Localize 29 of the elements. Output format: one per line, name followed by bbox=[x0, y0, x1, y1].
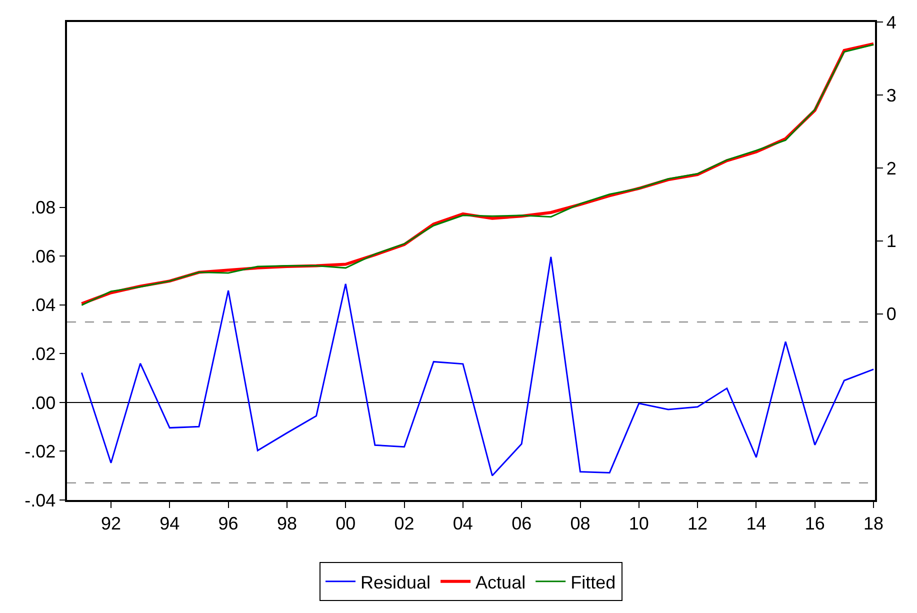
y-tick-label: .02 bbox=[30, 344, 56, 364]
x-tick-label: 18 bbox=[864, 513, 884, 534]
x-tick-label: 96 bbox=[218, 513, 238, 534]
y-tick-label: .00 bbox=[30, 392, 56, 413]
y-tick-label: .08 bbox=[30, 198, 56, 218]
y-tick-label: -.04 bbox=[24, 490, 56, 510]
x-tick-label: 00 bbox=[336, 513, 356, 534]
x-tick-label: 98 bbox=[276, 513, 297, 534]
x-tick-label: 92 bbox=[100, 513, 122, 534]
y2-tick-label: 0 bbox=[886, 304, 896, 324]
y2-tick-label: 3 bbox=[886, 85, 896, 106]
y-tick-label: -.02 bbox=[24, 442, 56, 462]
y2-tick-label: 4 bbox=[886, 12, 896, 32]
x-tick-label: 16 bbox=[804, 513, 825, 534]
x-tick-label: 08 bbox=[570, 513, 590, 534]
y2-tick-label: 1 bbox=[886, 231, 896, 252]
y-tick-label: .04 bbox=[30, 295, 56, 316]
legend-label: Fitted bbox=[570, 572, 616, 592]
y2-tick-label: 2 bbox=[886, 158, 896, 178]
x-tick-label: 10 bbox=[628, 513, 649, 534]
y-tick-label: .06 bbox=[30, 246, 56, 266]
x-tick-label: 06 bbox=[512, 513, 532, 534]
legend-label: Actual bbox=[476, 572, 526, 592]
x-tick-label: 04 bbox=[452, 513, 473, 534]
x-tick-label: 94 bbox=[160, 513, 180, 534]
legend-label: Residual bbox=[360, 572, 431, 592]
x-tick-label: 14 bbox=[746, 513, 766, 534]
x-tick-label: 12 bbox=[688, 513, 708, 534]
x-tick-label: 02 bbox=[394, 513, 414, 534]
